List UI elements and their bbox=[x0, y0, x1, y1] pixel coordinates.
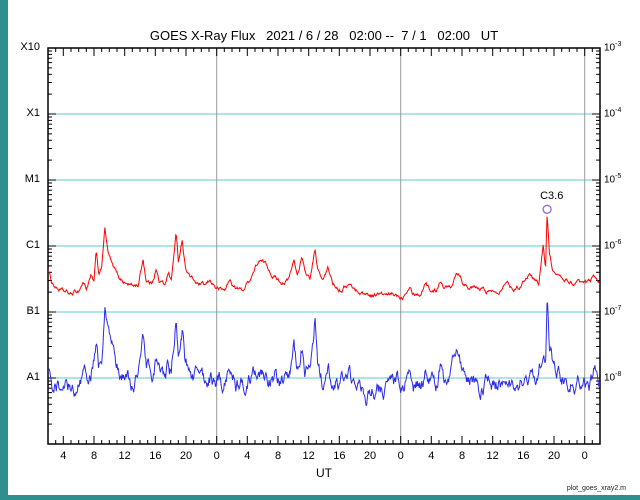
chart-title: GOES X-Ray Flux 2021 / 6 / 28 02:00 -- 7… bbox=[149, 28, 499, 43]
y-axis-right-label: 10-3 bbox=[604, 41, 622, 54]
y-axis-left-label: M1 bbox=[24, 173, 40, 185]
x-axis-tick-label: 20 bbox=[547, 450, 561, 462]
y-axis-right-label: 10-8 bbox=[604, 371, 622, 384]
x-axis-tick-label: 12 bbox=[486, 450, 499, 462]
x-axis-tick-label: 0 bbox=[581, 450, 588, 462]
window-edge-bottom bbox=[0, 495, 640, 500]
y-axis-left-label: X10 bbox=[20, 41, 40, 53]
y-axis-left-label: B1 bbox=[26, 305, 40, 317]
y-axis-left-label: X1 bbox=[26, 107, 40, 119]
y-axis-left-label: A1 bbox=[26, 371, 40, 383]
y-axis-right-label: 10-5 bbox=[604, 173, 622, 186]
x-axis-tick-label: 16 bbox=[517, 450, 530, 462]
y-axis-right-label: 10-4 bbox=[604, 107, 622, 120]
x-axis-title: UT bbox=[316, 466, 332, 480]
flare-annotation-label: C3.6 bbox=[540, 190, 564, 203]
x-axis-tick-label: 4 bbox=[244, 450, 251, 462]
x-axis-tick-label: 20 bbox=[179, 450, 193, 462]
x-axis-tick-label: 0 bbox=[397, 450, 404, 462]
y-axis-right-label: 10-7 bbox=[604, 305, 622, 318]
y-axis-left-label: C1 bbox=[25, 239, 40, 251]
x-axis-tick-label: 8 bbox=[274, 450, 282, 462]
window-edge-left bbox=[0, 0, 8, 500]
x-axis-tick-label: 12 bbox=[302, 450, 315, 462]
x-axis-tick-label: 4 bbox=[60, 450, 67, 462]
y-axis-right-label: 10-6 bbox=[604, 239, 622, 252]
x-axis-tick-label: 0 bbox=[213, 450, 220, 462]
x-axis-tick-label: 4 bbox=[428, 450, 435, 462]
x-axis-tick-label: 16 bbox=[149, 450, 162, 462]
x-axis-tick-label: 16 bbox=[333, 450, 346, 462]
script-watermark: plot_goes_xray2.m bbox=[566, 485, 626, 492]
x-axis-tick-label: 8 bbox=[90, 450, 98, 462]
x-axis-tick-label: 12 bbox=[118, 450, 131, 462]
x-axis-tick-label: 20 bbox=[363, 450, 377, 462]
x-axis-tick-label: 8 bbox=[458, 450, 466, 462]
